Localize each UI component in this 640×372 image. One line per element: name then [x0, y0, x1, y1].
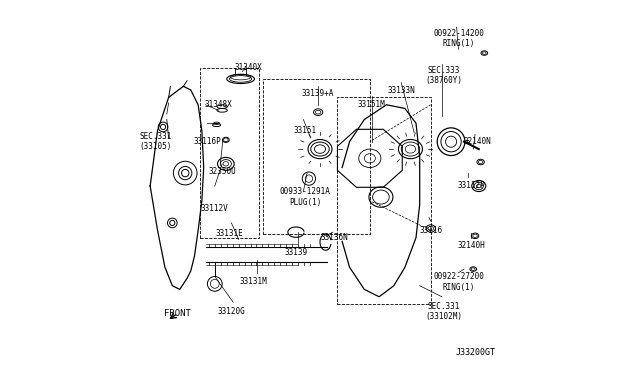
Text: 32350U: 32350U — [208, 167, 236, 176]
Text: 33151M: 33151M — [358, 100, 385, 109]
Text: 33120G: 33120G — [218, 307, 245, 316]
Text: SEC.333
(38760Y): SEC.333 (38760Y) — [425, 65, 462, 85]
Text: 32140N: 32140N — [463, 137, 491, 146]
Text: 33116: 33116 — [419, 226, 442, 235]
Text: 32140H: 32140H — [458, 241, 485, 250]
Text: 33133N: 33133N — [387, 86, 415, 94]
Text: 33131E: 33131E — [216, 230, 243, 238]
Text: 33151: 33151 — [294, 126, 317, 135]
Text: 33139+A: 33139+A — [302, 89, 334, 98]
Text: 33131M: 33131M — [239, 278, 268, 286]
Text: 33112V: 33112V — [201, 203, 228, 213]
Bar — [337, 97, 431, 304]
Text: 33136N: 33136N — [321, 233, 349, 242]
Text: 00933-1291A
PLUG(1): 00933-1291A PLUG(1) — [280, 187, 331, 207]
Text: 31348X: 31348X — [205, 100, 232, 109]
Text: J33200GT: J33200GT — [455, 348, 495, 357]
Bar — [200, 68, 259, 238]
Text: FRONT: FRONT — [164, 309, 191, 318]
Bar — [263, 79, 370, 234]
Text: SEC.331
(33102M): SEC.331 (33102M) — [425, 302, 462, 321]
Text: 33139: 33139 — [284, 248, 308, 257]
Text: 00922-27200
RING(1): 00922-27200 RING(1) — [433, 272, 484, 292]
Text: 00922-14200
RING(1): 00922-14200 RING(1) — [433, 29, 484, 48]
Text: 33116P: 33116P — [193, 137, 221, 146]
Text: 33112P: 33112P — [458, 182, 485, 190]
Text: 31340X: 31340X — [234, 63, 262, 72]
Text: SEC.331
(33105): SEC.331 (33105) — [140, 132, 172, 151]
